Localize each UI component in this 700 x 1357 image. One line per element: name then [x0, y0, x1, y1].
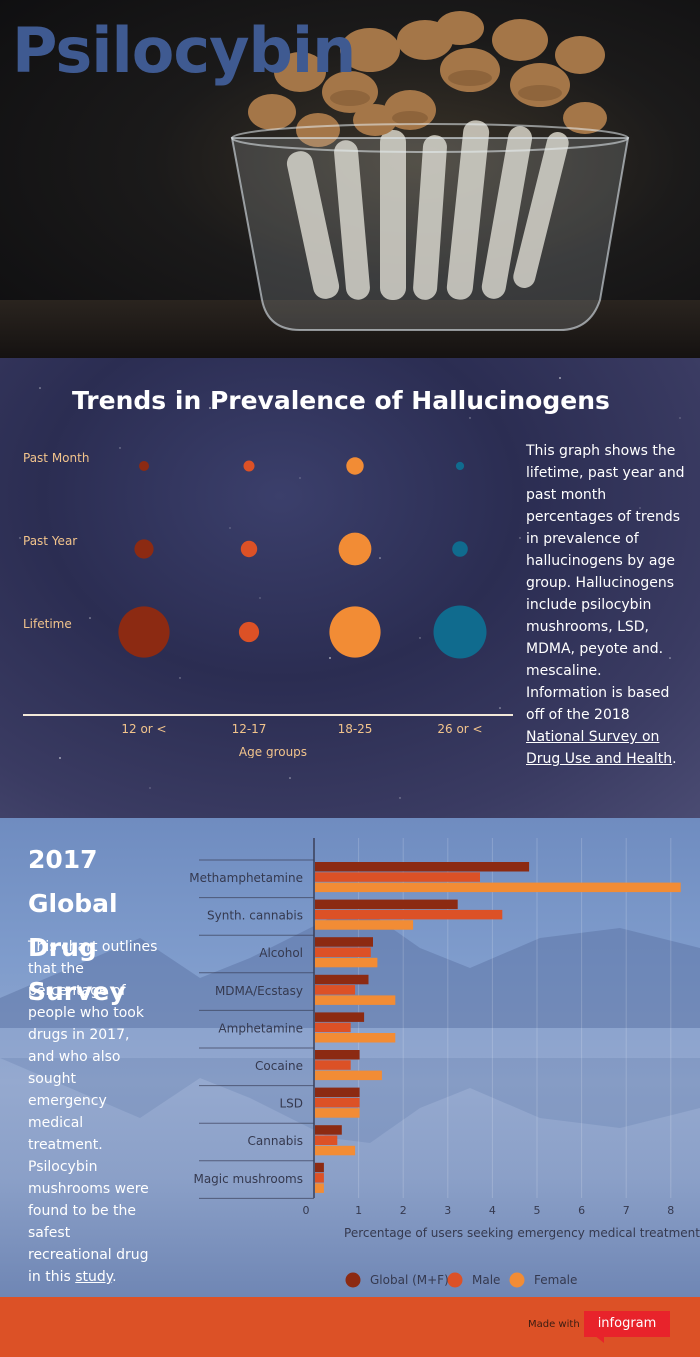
bar-4-0 [315, 1012, 365, 1022]
x-tick-label-5: 5 [534, 1204, 541, 1217]
bar-1-0 [315, 899, 458, 910]
infogram-logo-tail [594, 1335, 604, 1343]
footer: Made with infogram [0, 1297, 700, 1357]
bar-3-2 [315, 995, 396, 1005]
bar-6-0 [315, 1087, 360, 1098]
category-label-3: MDMA/Ecstasy [215, 984, 303, 998]
category-label-8: Magic mushrooms [193, 1172, 303, 1186]
hero-banner: Psilocybin [0, 0, 700, 358]
global-drug-survey-section: 2017 Global Drug Survey This chart outli… [0, 818, 700, 1297]
mushroom-bowl-illustration [230, 11, 630, 331]
bubble-1-3 [452, 541, 468, 557]
starfield-background [19, 377, 681, 799]
bar-chart-description: This chart outlines that the percentage … [28, 936, 158, 1288]
page-title: Psilocybin [12, 14, 356, 87]
bubble-0-3 [455, 461, 465, 471]
bubble-description-end: . [672, 751, 677, 767]
bar-1-1 [315, 909, 503, 920]
bar-7-1 [315, 1135, 338, 1145]
x-tick-label-7: 7 [623, 1204, 630, 1217]
bar-8-1 [315, 1173, 324, 1183]
bar-4-2 [315, 1033, 396, 1043]
horizontal-bar-chart: 0 1 2 3 4 5 6 7 8 Methamphetamine Synth. cannabis A… [189, 838, 700, 1288]
x-axis-title: Age groups [239, 745, 307, 758]
x-tick-label-4: 4 [489, 1204, 496, 1217]
bar-0-2 [315, 882, 681, 893]
x-tick-label-8: 8 [667, 1204, 674, 1217]
bubble-1-0 [134, 539, 154, 559]
bubble-2-0 [118, 606, 170, 658]
x-tick-label-3: 26 or < [437, 722, 482, 736]
bar-5-1 [315, 1060, 351, 1070]
bar-6-2 [315, 1108, 360, 1118]
hallucinogen-trends-section: Trends in Prevalence of Hallucinogens Pa… [0, 358, 700, 818]
legend-label-0: Global (M+F) [370, 1273, 449, 1287]
category-label-4: Amphetamine [218, 1021, 303, 1035]
bubble-description-text: This graph shows the lifetime, past year… [526, 443, 685, 723]
bubble-chart-title: Trends in Prevalence of Hallucinogens [72, 386, 610, 415]
bar-7-0 [315, 1125, 342, 1135]
bubble-2-3 [433, 605, 487, 659]
bubble-2-1 [238, 621, 260, 643]
x-tick-label-2: 2 [400, 1204, 407, 1217]
bar-chart-title: 2017 Global Drug Survey [28, 845, 126, 1006]
study-source-link[interactable]: study [75, 1269, 113, 1285]
legend-swatch-1 [447, 1272, 463, 1288]
legend-swatch-0 [345, 1272, 361, 1288]
bar-2-1 [315, 947, 371, 957]
bubble-0-2 [346, 457, 364, 475]
bubble-1-1 [240, 540, 258, 558]
nsduh-source-link[interactable]: National Survey on Drug Use and Health [526, 729, 673, 767]
x-tick-label-0: 12 or < [121, 722, 166, 736]
bar-8-0 [315, 1162, 324, 1173]
legend-swatch-2 [509, 1272, 525, 1288]
bubble-0-0 [139, 461, 149, 471]
bar-0-1 [315, 872, 480, 882]
row-label-2: Lifetime [23, 617, 72, 631]
category-label-5: Cocaine [255, 1059, 303, 1073]
bubble-chart: Past Month Past Year Lifetime 12 or < 12-17 1… [23, 451, 513, 758]
bar-7-2 [315, 1145, 356, 1156]
bubble-1-2 [338, 532, 372, 566]
bubble-2-2 [329, 606, 381, 658]
bar-0-0 [315, 862, 530, 872]
bar-6-1 [315, 1097, 360, 1108]
bar-5-0 [315, 1050, 360, 1060]
x-tick-label-6: 6 [578, 1204, 585, 1217]
infogram-logo-link[interactable]: infogram [584, 1311, 670, 1337]
category-label-6: LSD [279, 1097, 303, 1111]
x-tick-label-1: 12-17 [232, 722, 267, 736]
bar-2-0 [315, 937, 373, 947]
bar-8-2 [315, 1183, 324, 1193]
row-label-1: Past Year [23, 534, 77, 548]
legend-label-1: Male [472, 1273, 500, 1287]
bubble-0-1 [243, 460, 255, 472]
bubble-chart-description: This graph shows the lifetime, past year… [526, 440, 686, 770]
x-tick-label-3: 3 [444, 1204, 451, 1217]
bar-1-2 [315, 920, 414, 930]
x-tick-label-1: 1 [355, 1204, 362, 1217]
category-label-1: Synth. cannabis [207, 909, 303, 923]
x-tick-label-2: 18-25 [338, 722, 373, 736]
bar-2-2 [315, 957, 378, 968]
bar-3-0 [315, 974, 369, 985]
made-with-label: Made with [528, 1319, 580, 1330]
row-label-0: Past Month [23, 451, 89, 465]
bar-5-2 [315, 1070, 382, 1081]
bar-description-end: . [112, 1269, 117, 1285]
bar-3-1 [315, 985, 356, 995]
legend-label-2: Female [534, 1273, 577, 1287]
x-tick-label-0: 0 [303, 1204, 310, 1217]
x-axis-title: Percentage of users seeking emergency me… [344, 1226, 700, 1240]
category-label-2: Alcohol [259, 946, 303, 960]
bar-4-1 [315, 1022, 351, 1033]
category-label-0: Methamphetamine [189, 871, 303, 885]
category-label-7: Cannabis [248, 1134, 304, 1148]
bar-description-text: This chart outlines that the percentage … [28, 939, 158, 1285]
